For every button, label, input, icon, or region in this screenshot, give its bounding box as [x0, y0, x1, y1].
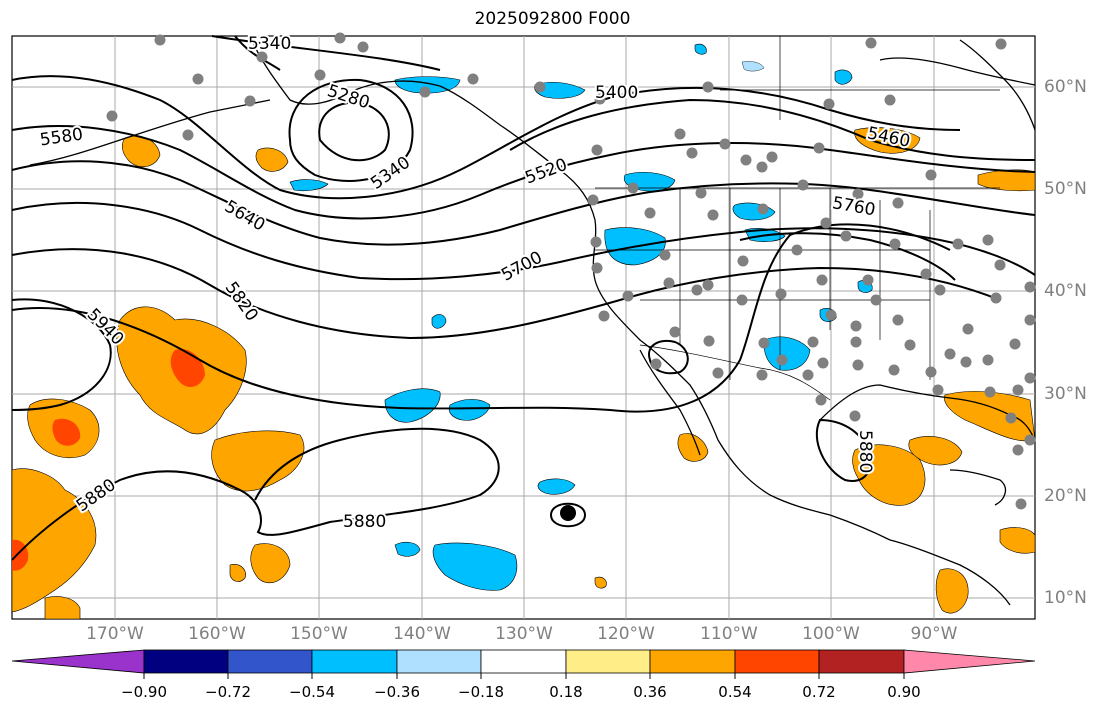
- contour-5820: [11, 298, 112, 411]
- north-america-west-coast: [439, 85, 1011, 606]
- political-boundaries: [595, 36, 1000, 401]
- longitude-label: 150°W: [290, 624, 348, 644]
- contour-label: 5880: [855, 430, 875, 473]
- negative-area-new-mexico: [763, 336, 811, 371]
- contour-label: 5880: [343, 512, 386, 532]
- longitude-label: 130°W: [495, 624, 553, 644]
- weak-negative-area: [741, 61, 765, 72]
- negative-area-small-bc: [694, 43, 707, 55]
- gulf-of-mexico-coast: [819, 384, 1036, 441]
- colorbar-segment: [311, 649, 398, 674]
- longitude-label: 110°W: [700, 624, 758, 644]
- contour-5760: [11, 223, 951, 413]
- longitude-label: 90°W: [910, 624, 958, 644]
- contour-5460: [509, 98, 1036, 161]
- negative-area-bc: [534, 81, 586, 99]
- negative-area-pacific-1: [384, 388, 441, 423]
- colorbar: [11, 649, 1036, 674]
- colorbar-segment: [734, 649, 820, 674]
- colorbar-tick-label: −0.90: [121, 683, 167, 701]
- colorbar-tick-label: −0.36: [374, 683, 420, 701]
- colorbar-tick-label: −0.54: [289, 683, 335, 701]
- baja-california: [639, 349, 701, 456]
- positive-area-small-1: [250, 543, 291, 584]
- contour-5580: [11, 160, 1036, 246]
- colorbar-segment: [649, 649, 736, 674]
- positive-area-caribbean: [999, 527, 1036, 554]
- negative-area-pacific-2: [448, 399, 491, 421]
- latitude-label: 30°N: [1044, 384, 1087, 404]
- latitude-label: 50°N: [1044, 179, 1087, 199]
- longitude-label: 160°W: [188, 624, 246, 644]
- colorbar-segment: [143, 649, 229, 674]
- longitude-label: 170°W: [86, 624, 144, 644]
- coastlines: [29, 35, 1036, 606]
- colorbar-segment: [903, 649, 1036, 674]
- longitude-label: 140°W: [393, 624, 451, 644]
- positive-area-small-2: [229, 564, 246, 582]
- positive-area-gulf-mexico: [944, 391, 1036, 442]
- latitude-label: 20°N: [1044, 486, 1087, 506]
- contour-5880-west: [11, 427, 500, 561]
- positive-area-southwest: [11, 468, 97, 613]
- alaska-coast: [249, 35, 441, 105]
- positive-area-gulf-alaska: [255, 147, 289, 172]
- contour-label: 5340: [248, 34, 291, 54]
- yucatan: [949, 469, 1007, 506]
- contour-5280-low: [318, 101, 390, 162]
- negative-area-pacific-6: [431, 314, 447, 329]
- colorbar-tick-label: −0.72: [205, 683, 251, 701]
- positive-area-central-america: [908, 436, 963, 466]
- contour-5400: [11, 75, 961, 200]
- colorbar-tick-label: 0.72: [802, 683, 836, 701]
- positive-area-south-central: [211, 430, 305, 492]
- negative-area-pacific-3: [432, 542, 518, 591]
- colorbar-segment: [480, 649, 567, 674]
- contour-5880-east: [648, 340, 689, 375]
- contour-5520: [11, 125, 1036, 220]
- negative-area-pacific-5: [537, 478, 576, 495]
- map-title: 2025092800 F000: [474, 9, 631, 29]
- colorbar-segment: [818, 649, 905, 674]
- latitude-label: 10°N: [1044, 588, 1087, 608]
- positive-area-small-4: [44, 596, 81, 620]
- contour-5880-loop: [549, 502, 587, 528]
- colorbar-tick-label: 0.18: [549, 683, 583, 701]
- negative-area-gulf-alaska: [289, 179, 329, 192]
- negative-area-canada-1: [834, 69, 853, 85]
- negative-area-pacific-4: [394, 541, 421, 557]
- colorbar-segment: [11, 649, 145, 674]
- colorbar-tick-label: 0.54: [718, 683, 752, 701]
- longitude-label: 100°W: [802, 624, 860, 644]
- longitude-label: 120°W: [597, 624, 655, 644]
- latitude-label: 60°N: [1044, 77, 1087, 97]
- colorbar-ticks: [143, 673, 905, 679]
- station-dots: [106, 32, 1036, 510]
- contour-label: 5400: [595, 83, 638, 103]
- greenland-edge: [959, 39, 1036, 131]
- contour-5700: [11, 248, 1001, 340]
- latitude-label: 40°N: [1044, 281, 1087, 301]
- colorbar-segment: [396, 649, 482, 674]
- contour-5880-mexico: [815, 418, 872, 482]
- colorbar-segment: [565, 649, 651, 674]
- strong-positive-area-west-pacific: [52, 418, 81, 446]
- colorbar-tick-label: −0.18: [458, 683, 504, 701]
- hudson-bay-north: [879, 57, 1036, 86]
- colorbar-segment: [227, 649, 313, 674]
- contour-5340-inner: [288, 78, 414, 182]
- colorbar-tick-label: 0.36: [633, 683, 667, 701]
- positive-area-small-3: [594, 576, 607, 589]
- contour-5760-east: [739, 232, 956, 281]
- colorbar-tick-label: 0.90: [887, 683, 921, 701]
- aleutians: [29, 99, 271, 166]
- height-contours: [11, 35, 1036, 561]
- positive-area-south-mexico: [935, 568, 969, 614]
- low-center-marker: [560, 505, 576, 521]
